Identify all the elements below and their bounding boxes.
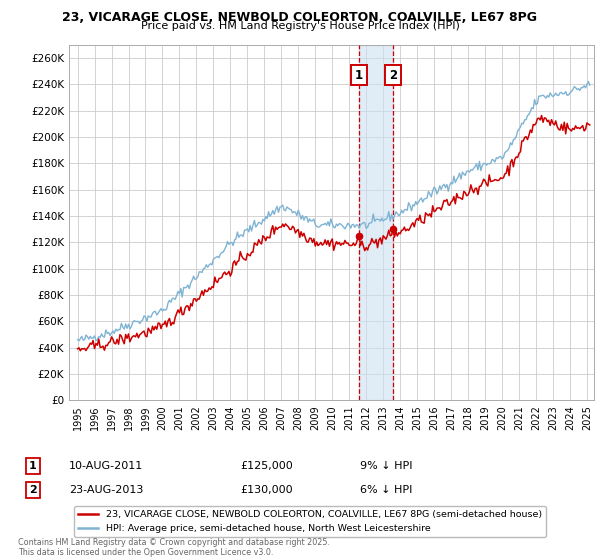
Text: 2: 2 — [389, 68, 397, 82]
Text: Contains HM Land Registry data © Crown copyright and database right 2025.
This d: Contains HM Land Registry data © Crown c… — [18, 538, 330, 557]
Text: 23, VICARAGE CLOSE, NEWBOLD COLEORTON, COALVILLE, LE67 8PG: 23, VICARAGE CLOSE, NEWBOLD COLEORTON, C… — [62, 11, 538, 24]
Text: £125,000: £125,000 — [240, 461, 293, 471]
Text: Price paid vs. HM Land Registry's House Price Index (HPI): Price paid vs. HM Land Registry's House … — [140, 21, 460, 31]
Bar — [359, 45, 393, 400]
Text: 6% ↓ HPI: 6% ↓ HPI — [360, 485, 412, 495]
Text: 1: 1 — [355, 68, 363, 82]
Text: 23-AUG-2013: 23-AUG-2013 — [69, 485, 143, 495]
Legend: 23, VICARAGE CLOSE, NEWBOLD COLEORTON, COALVILLE, LE67 8PG (semi-detached house): 23, VICARAGE CLOSE, NEWBOLD COLEORTON, C… — [74, 506, 546, 536]
Text: 10-AUG-2011: 10-AUG-2011 — [69, 461, 143, 471]
Text: £130,000: £130,000 — [240, 485, 293, 495]
Text: 9% ↓ HPI: 9% ↓ HPI — [360, 461, 413, 471]
Text: 2: 2 — [29, 485, 37, 495]
Text: 1: 1 — [29, 461, 37, 471]
